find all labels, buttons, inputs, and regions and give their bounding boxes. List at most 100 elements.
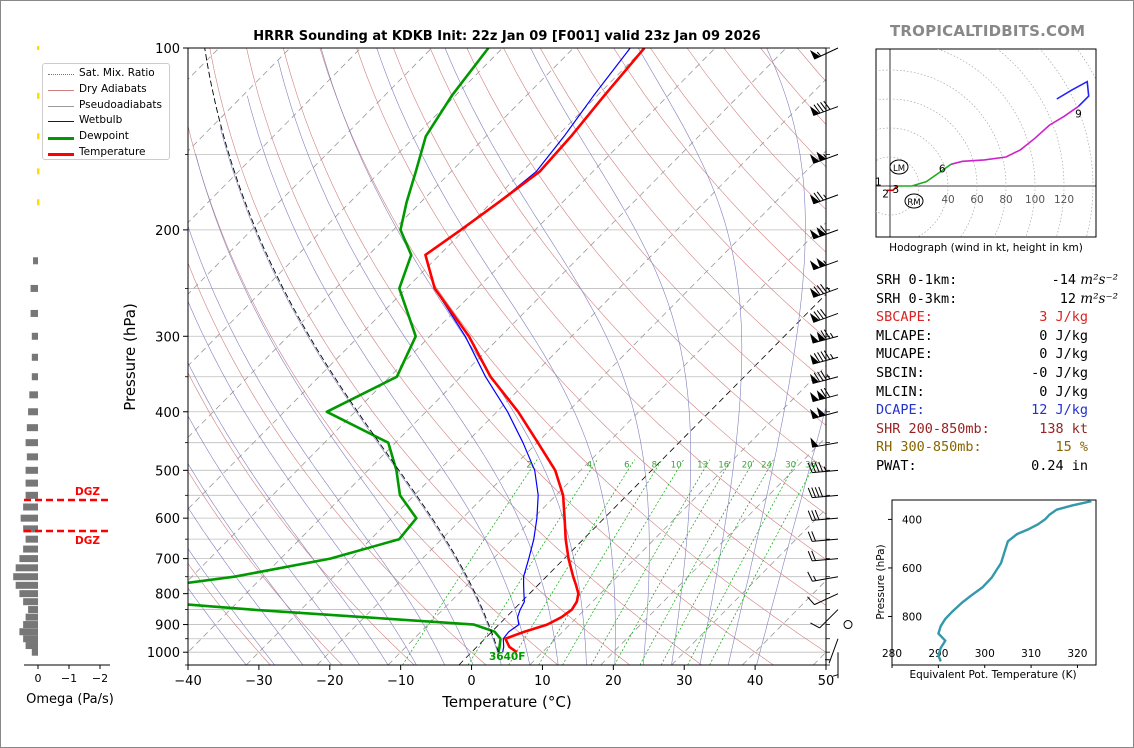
barb-half-feather <box>823 466 827 472</box>
dry-adiabat <box>209 48 630 665</box>
surface-temp-label: 3640F <box>489 651 525 663</box>
stat-row: SBCIN: -0 J/kg <box>876 365 1126 384</box>
legend-label: Wetbulb <box>79 114 123 127</box>
barb-half-feather <box>830 332 834 338</box>
legend-item: Temperature <box>47 146 167 160</box>
barb-flag <box>809 260 820 271</box>
stat-row: DCAPE: 12 J/kg <box>876 402 1126 421</box>
stat-number: -14 <box>1051 272 1077 288</box>
barb-half-feather <box>830 353 834 359</box>
wind-barb <box>807 461 839 474</box>
y-tick-label: 600 <box>155 512 180 527</box>
stat-row: MUCAPE: 0 J/kg <box>876 346 1126 365</box>
rm-circle <box>904 193 924 209</box>
legend-label: Dewpoint <box>79 130 129 143</box>
omega-tick-label: −2 <box>92 672 108 685</box>
stat-row: MLCAPE: 0 J/kg <box>876 328 1126 347</box>
x-tick-label: 50 <box>818 674 835 689</box>
moist-adiabat <box>188 548 275 665</box>
legend-item: Dewpoint <box>47 130 167 144</box>
stat-label: MUCAPE: <box>876 346 933 363</box>
dry-adiabat <box>188 372 415 665</box>
barb-half-feather <box>823 154 828 159</box>
dry-adiabat <box>319 48 826 653</box>
x-tick-label: −30 <box>245 674 272 689</box>
barb-flag <box>809 288 820 298</box>
legend-item: Wetbulb <box>47 114 167 128</box>
omega-upper-mark <box>37 168 40 175</box>
theta-y-label: Pressure (hPa) <box>875 544 887 619</box>
mixing-ratio-label: 16 <box>718 460 729 470</box>
barb-feather <box>820 101 828 111</box>
x-tick-label: 0 <box>467 674 475 689</box>
wind-barb <box>810 407 839 419</box>
stat-number: 12 <box>1059 290 1077 307</box>
barb-feather <box>820 330 827 340</box>
moist-adiabat <box>188 587 247 665</box>
barb-feather <box>820 283 828 293</box>
theta-e-line <box>937 500 1092 662</box>
stat-number: 3 J/kg <box>1039 309 1088 326</box>
omega-bar <box>33 257 38 265</box>
stat-label: MLCIN: <box>876 383 925 400</box>
barb-flag <box>809 229 820 240</box>
barb-staff <box>812 469 839 474</box>
moist-adiabat <box>188 362 389 665</box>
legend-item: Pseudoadiabats <box>47 99 167 113</box>
omega-bar <box>23 598 38 606</box>
omega-bar <box>15 564 38 572</box>
theta-x-tick-label: 310 <box>1021 648 1041 660</box>
x-tick-label: −20 <box>316 674 343 689</box>
omega-bar <box>20 514 38 522</box>
wind-barb <box>809 308 839 323</box>
hodograph-panel: 40 60 80 100 120 12 3 6 9 LM RM <box>875 48 1097 238</box>
omega-bar <box>19 555 38 563</box>
legend-item: Sat. Mix. Ratio <box>47 67 167 81</box>
omega-bar <box>15 581 38 589</box>
moist-adiabat <box>638 48 743 665</box>
barb-feather <box>811 487 817 498</box>
barb-feather <box>807 550 813 562</box>
mixing-ratio-line <box>590 459 711 665</box>
rm-label: RM <box>907 198 920 208</box>
stat-number: 15 % <box>1055 439 1088 456</box>
hodograph-ring-label: 120 <box>1054 194 1074 206</box>
moist-adiabat <box>376 48 616 665</box>
omega-bar <box>23 635 38 643</box>
omega-bar <box>25 535 38 543</box>
wind-barb <box>809 283 839 298</box>
omega-bar <box>26 453 38 461</box>
legend-swatch <box>48 153 74 156</box>
stat-row: PWAT: 0.24 in <box>876 458 1126 477</box>
barb-flag <box>810 391 820 402</box>
x-tick-label: 40 <box>747 674 764 689</box>
dry-adiabat <box>246 48 702 665</box>
omega-upper-mark <box>37 92 40 99</box>
x-tick-label: −10 <box>387 674 414 689</box>
mixing-ratio-line <box>402 459 538 665</box>
barb-feather <box>817 352 824 362</box>
stat-label: RH 300-850mb: <box>876 439 982 456</box>
brand-watermark: TROPICALTIDBITS.COM <box>890 22 1086 40</box>
barb-staff <box>812 558 839 562</box>
stat-value: -14 m²s⁻² <box>1052 272 1118 288</box>
wind-barb <box>810 350 839 365</box>
omega-bar <box>25 642 38 650</box>
omega-bar <box>30 284 38 292</box>
omega-bar <box>25 479 38 487</box>
x-axis-label: Temperature (°C) <box>441 693 571 711</box>
hodograph-frame <box>875 48 1097 238</box>
mixing-ratio-label: 4 <box>587 460 592 470</box>
mixing-ratio-line <box>639 459 755 665</box>
barb-feather <box>823 329 831 339</box>
wind-barb <box>810 387 839 403</box>
left-mover-marker: LM <box>889 159 909 175</box>
stat-number: 0 J/kg <box>1039 346 1088 363</box>
barb-feather <box>814 509 820 520</box>
x-tick-label: 20 <box>605 674 622 689</box>
omega-bar <box>26 424 38 432</box>
stat-row: SRH 0-1km: -14 m²s⁻² <box>876 272 1126 291</box>
x-tick-label: −40 <box>174 674 201 689</box>
wind-barb <box>809 47 839 60</box>
barb-staff <box>819 609 839 629</box>
